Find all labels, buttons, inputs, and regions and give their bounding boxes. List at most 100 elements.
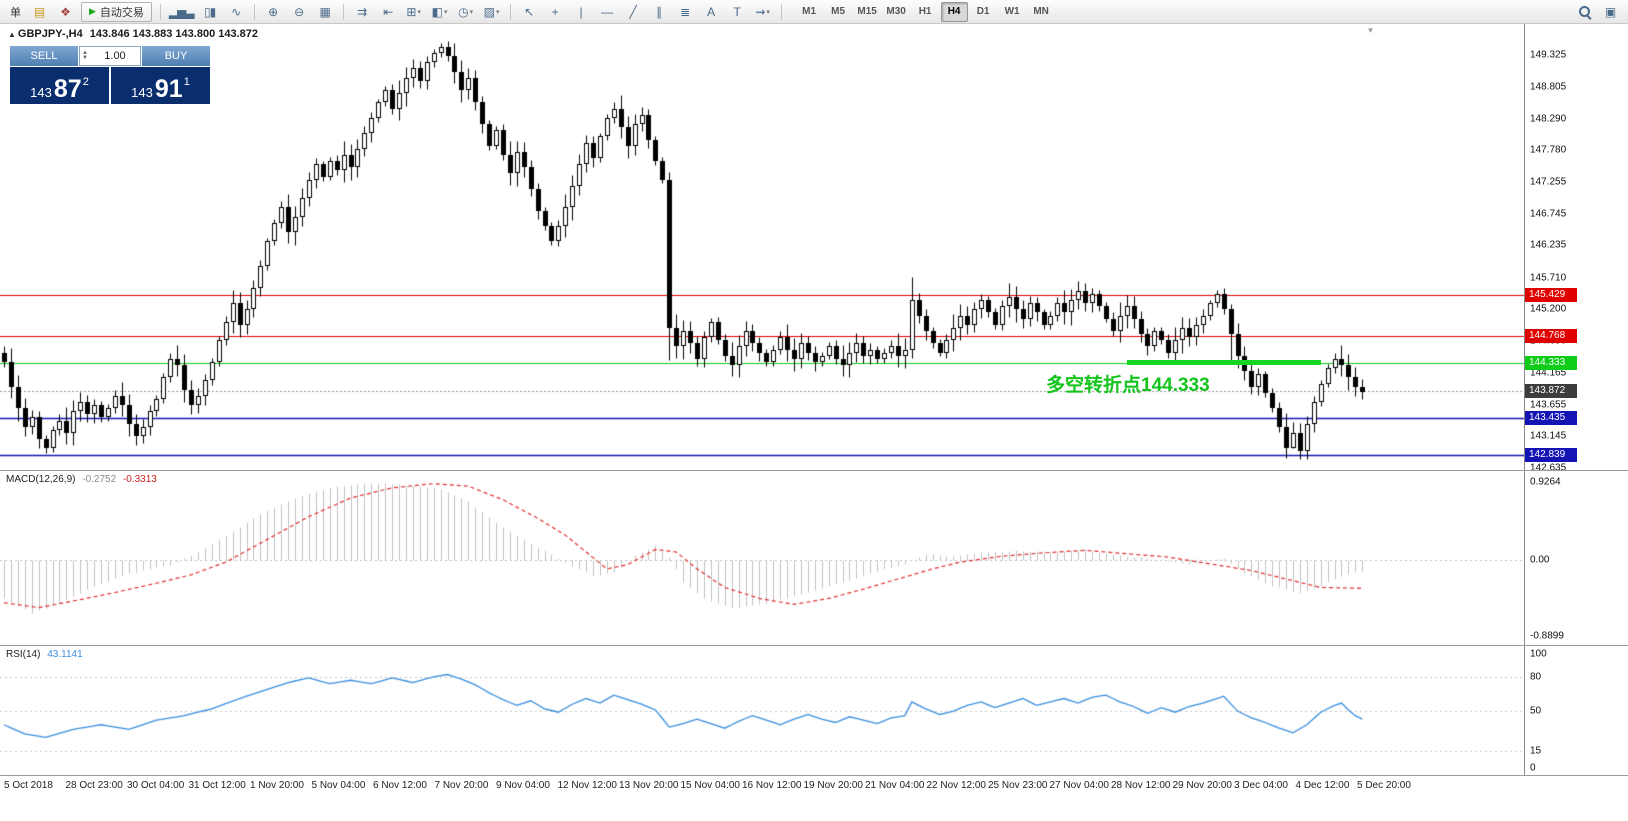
- fibonacci-icon[interactable]: ≣: [680, 4, 690, 19]
- ohlc-values: 143.846 143.883 143.800 143.872: [89, 28, 259, 40]
- time-axis-label: 5 Nov 04:00: [311, 780, 366, 791]
- zoom-in-icon[interactable]: ⊕: [268, 4, 278, 19]
- macd-indicator-label: MACD(12,26,9) -0.2752 -0.3313: [6, 474, 157, 485]
- timeframe-d1[interactable]: D1: [976, 6, 990, 17]
- price-scale-label: 142.635: [1530, 462, 1567, 474]
- channel-icon[interactable]: ∥: [656, 4, 662, 19]
- chart-shift-marker-icon[interactable]: ▾: [1368, 25, 1373, 35]
- time-axis-label: 28 Oct 23:00: [65, 780, 123, 791]
- bar-chart-icon[interactable]: ▂▅▃: [168, 4, 195, 19]
- autotrading-button-label: 自动交易: [99, 6, 144, 19]
- label-icon[interactable]: T: [733, 4, 740, 19]
- time-axis: 5 Oct 2018 28 Oct 23:00 30 Oct 04:00 31 Oct…: [0, 775, 1628, 821]
- toolbar-separator: [342, 3, 344, 20]
- time-axis-label: 31 Oct 12:00: [188, 780, 246, 791]
- arrows-icon[interactable]: ⇝ ▾: [755, 4, 770, 19]
- rsi-name: RSI(14): [6, 649, 41, 660]
- panels-icon[interactable]: ▣: [1604, 4, 1616, 19]
- timeframe-w1[interactable]: W1: [1004, 6, 1020, 17]
- macd-main-value: -0.2752: [82, 474, 117, 485]
- symbol-ticker: ▲ GBPJPY-,H4 143.846 143.883 143.800 143.…: [8, 28, 258, 40]
- volume-stepper[interactable]: ▲ ▼: [82, 50, 88, 61]
- new-order-icon[interactable]: ▤: [33, 4, 45, 19]
- pivot-highlight-segment[interactable]: [1126, 360, 1321, 366]
- tile-windows-icon[interactable]: ▦: [319, 4, 330, 19]
- volume-input[interactable]: ▲ ▼ 1.00: [79, 46, 141, 66]
- auto-scroll-icon[interactable]: ⇉: [357, 4, 367, 19]
- sell-button[interactable]: SELL: [10, 46, 78, 66]
- timeframe-m15[interactable]: M15: [857, 6, 877, 17]
- price-scale: 149.325 148.805 148.290 147.780 147.255 146.7…: [1524, 24, 1628, 775]
- rsi-indicator-label: RSI(14) 43.1141: [6, 649, 83, 660]
- autotrading-button[interactable]: ▶ 自动交易: [81, 1, 152, 22]
- time-axis-label: 7 Nov 20:00: [434, 780, 489, 791]
- macd-panel-canvas[interactable]: [0, 471, 1524, 644]
- buy-button[interactable]: BUY: [142, 46, 210, 66]
- current-price-badge: 143.872: [1525, 384, 1577, 399]
- profiles-icon[interactable]: ◧ ▾: [431, 4, 448, 19]
- time-axis-label: 5 Dec 20:00: [1357, 780, 1411, 791]
- price-scale-label: 144.165: [1530, 367, 1567, 379]
- level-price-badge: 142.839: [1525, 448, 1577, 463]
- price-scale-label: 148.290: [1530, 113, 1567, 124]
- level-price-badge: 144.333: [1525, 355, 1577, 370]
- time-axis-label: 5 Oct 2018: [4, 780, 53, 791]
- rsi-panel-canvas[interactable]: [0, 646, 1524, 775]
- one-click-trading-panel: SELL ▲ ▼ 1.00 BUY 143 87 2 143 91 1: [10, 46, 210, 104]
- timeframe-m5[interactable]: M5: [831, 6, 846, 17]
- toolbar-separator: [159, 3, 161, 20]
- zoom-out-icon[interactable]: ⊖: [294, 4, 304, 19]
- timeframe-h1[interactable]: H1: [918, 6, 932, 17]
- period-clock-icon[interactable]: ◷ ▾: [458, 4, 474, 19]
- price-scale-label: 146.235: [1530, 239, 1567, 251]
- rsi-scale-label: 80: [1530, 671, 1542, 683]
- volume-value: 1.00: [104, 50, 126, 62]
- line-chart-icon[interactable]: ∿: [231, 4, 241, 19]
- timeframe-mn[interactable]: MN: [1033, 6, 1049, 17]
- toolbar-separator: [509, 3, 511, 20]
- arrows-icon-caret: ▾: [766, 8, 770, 16]
- menu-label[interactable]: 单: [10, 6, 21, 19]
- level-price-badge: 143.435: [1525, 411, 1577, 426]
- price-direction-icon: ▲: [8, 30, 16, 39]
- buy-price-button[interactable]: 143 91 1: [111, 67, 210, 104]
- chart-shift-icon[interactable]: ⇤: [383, 4, 393, 19]
- new-chart-icon[interactable]: ⊞ ▾: [406, 4, 421, 19]
- sell-price-button[interactable]: 143 87 2: [10, 67, 109, 104]
- text-icon[interactable]: A: [707, 4, 715, 19]
- price-scale-label: 145.200: [1530, 303, 1567, 315]
- price-scale-label: 145.710: [1530, 272, 1567, 284]
- profiles-icon-caret: ▾: [444, 8, 448, 16]
- panel-separator-rsi[interactable]: [0, 645, 1628, 646]
- toolbar-separator: [253, 3, 255, 20]
- sell-price-big: 87: [53, 75, 82, 103]
- search-icon[interactable]: [1577, 4, 1593, 20]
- price-scale-label: 147.780: [1530, 144, 1567, 156]
- crosshair-icon[interactable]: +: [551, 4, 559, 19]
- time-axis-label: 21 Nov 04:00: [865, 780, 925, 791]
- rsi-scale-label: 0: [1530, 762, 1536, 774]
- cursor-icon[interactable]: ↖: [524, 4, 534, 19]
- rsi-value: 43.1141: [47, 649, 83, 660]
- macd-scale-label: 0.9264: [1530, 476, 1561, 488]
- new-chart-icon-caret: ▾: [417, 8, 421, 16]
- vertical-line-icon[interactable]: |: [579, 4, 583, 19]
- timeframe-m30[interactable]: M30: [886, 6, 906, 17]
- panel-separator-macd[interactable]: [0, 470, 1628, 471]
- time-axis-label: 12 Nov 12:00: [557, 780, 618, 791]
- price-scale-label: 143.655: [1530, 399, 1567, 411]
- market-watch-icon[interactable]: ❖: [60, 4, 71, 19]
- timeframe-m1[interactable]: M1: [802, 6, 817, 17]
- templates-icon[interactable]: ▨ ▾: [483, 4, 500, 19]
- buy-price-prefix: 143: [131, 85, 153, 100]
- time-axis-label: 22 Nov 12:00: [926, 780, 987, 791]
- timeframe-h4[interactable]: H4: [940, 1, 968, 22]
- price-scale-label: 149.325: [1530, 49, 1567, 61]
- trendline-icon[interactable]: ╱: [629, 4, 636, 19]
- rsi-scale-label: 50: [1530, 705, 1542, 717]
- chart-area[interactable]: ▲ GBPJPY-,H4 143.846 143.883 143.800 143.…: [0, 24, 1524, 775]
- horizontal-line-icon[interactable]: —: [601, 4, 613, 19]
- candlestick-chart-icon[interactable]: ▯▮: [204, 4, 216, 19]
- main-chart-canvas[interactable]: [0, 24, 1524, 470]
